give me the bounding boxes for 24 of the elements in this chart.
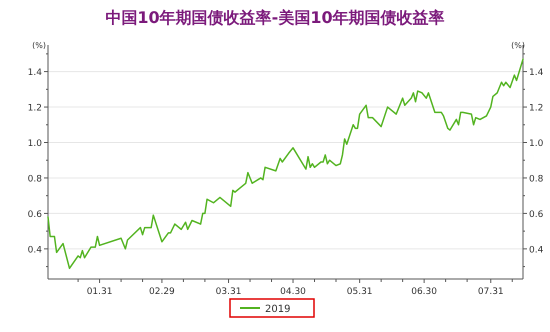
x-tick-label: 05.31 xyxy=(346,287,373,297)
x-tick-label: 02.29 xyxy=(149,287,176,297)
y2-tick-label: 0.8 xyxy=(529,174,544,184)
y2-tick-label: 1.2 xyxy=(529,104,544,114)
legend-label: 2019 xyxy=(265,304,290,315)
y-tick-label: 1.0 xyxy=(28,139,42,149)
y2-axis-title: (%) xyxy=(511,41,525,50)
y-axis-title: (%) xyxy=(32,41,46,50)
x-tick-label: 03.31 xyxy=(216,287,242,297)
y2-tick-label: 0.6 xyxy=(529,210,544,220)
y-tick-label: 0.4 xyxy=(28,245,42,256)
y-tick-label: 1.4 xyxy=(28,68,42,78)
x-tick-label: 01.31 xyxy=(86,287,112,297)
y2-tick-label: 1.0 xyxy=(529,139,544,149)
y-tick-label: 1.2 xyxy=(28,104,42,114)
y2-tick-label: 0.4 xyxy=(529,245,544,256)
y-tick-label: 0.8 xyxy=(28,174,42,184)
x-tick-label: 07.31 xyxy=(478,287,504,297)
x-tick-label: 04.30 xyxy=(280,287,306,297)
chart-title: 中国10年期国债收益率-美国10年期国债收益率 xyxy=(105,8,445,27)
y2-tick-label: 1.4 xyxy=(529,68,544,78)
y-tick-label: 0.6 xyxy=(28,210,42,220)
x-tick-label: 06.30 xyxy=(411,287,438,297)
legend: 2019 xyxy=(229,298,315,318)
